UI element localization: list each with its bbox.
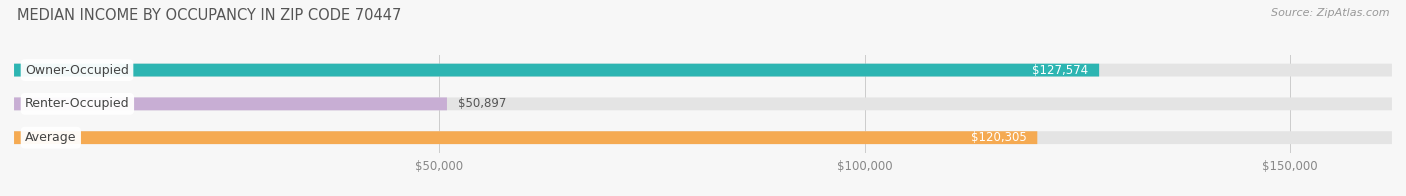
FancyBboxPatch shape xyxy=(14,97,1392,110)
Text: Average: Average xyxy=(25,131,76,144)
FancyBboxPatch shape xyxy=(14,64,1392,76)
Text: $50,897: $50,897 xyxy=(458,97,506,110)
Text: MEDIAN INCOME BY OCCUPANCY IN ZIP CODE 70447: MEDIAN INCOME BY OCCUPANCY IN ZIP CODE 7… xyxy=(17,8,401,23)
Text: Owner-Occupied: Owner-Occupied xyxy=(25,64,129,77)
FancyBboxPatch shape xyxy=(14,131,1392,144)
Text: Source: ZipAtlas.com: Source: ZipAtlas.com xyxy=(1271,8,1389,18)
FancyBboxPatch shape xyxy=(14,97,447,110)
FancyBboxPatch shape xyxy=(14,131,1038,144)
FancyBboxPatch shape xyxy=(14,64,1099,76)
Text: $127,574: $127,574 xyxy=(1032,64,1088,77)
Text: Renter-Occupied: Renter-Occupied xyxy=(25,97,129,110)
Text: $120,305: $120,305 xyxy=(970,131,1026,144)
